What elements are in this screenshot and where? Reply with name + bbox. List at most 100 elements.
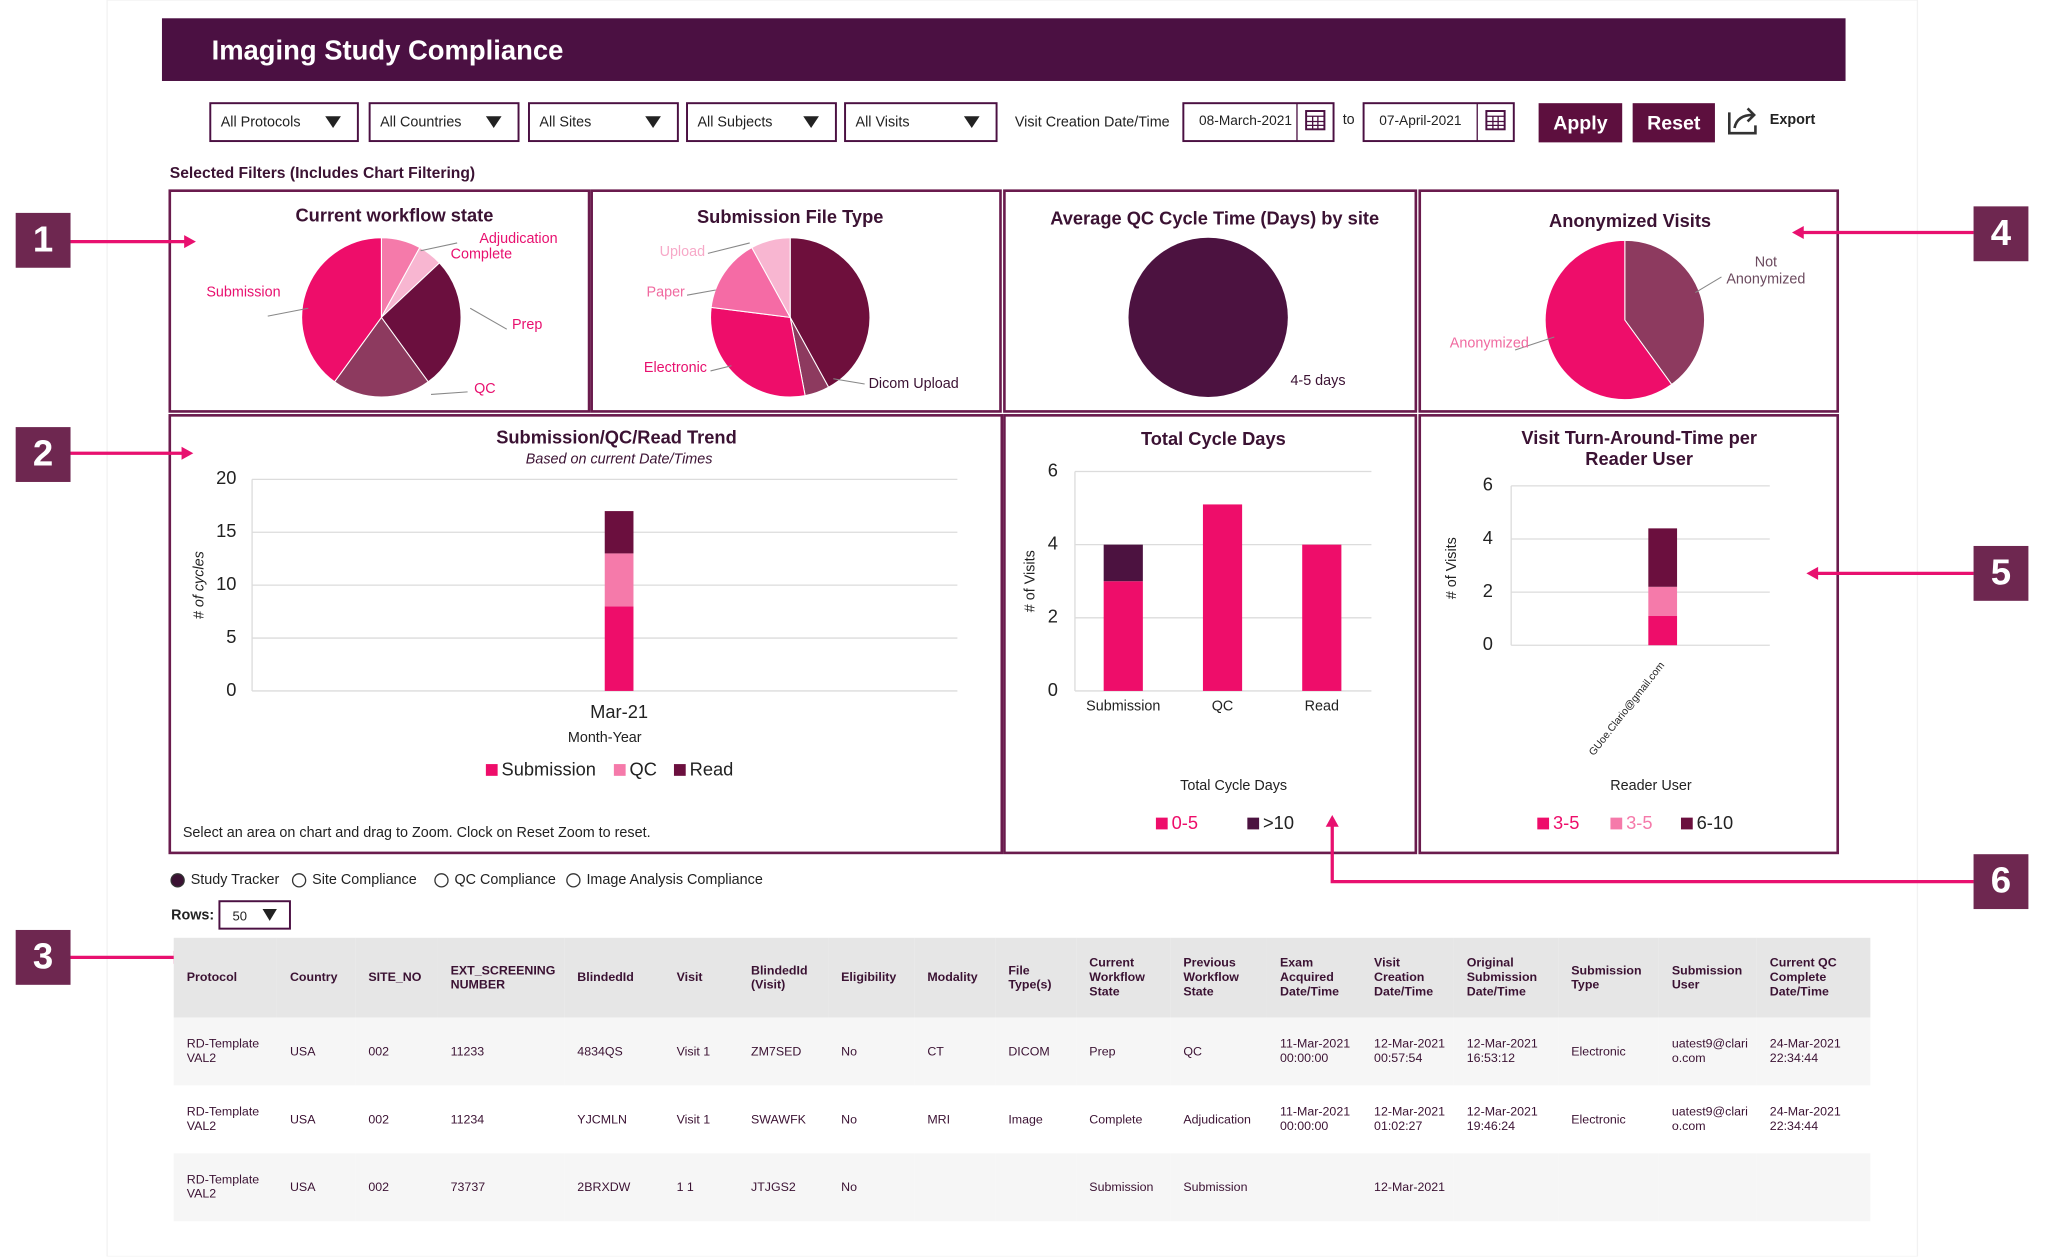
pie-slice — [333, 316, 429, 398]
legend-swatch[interactable] — [1247, 817, 1260, 830]
table-cell: 24-Mar-2021 22:34:44 — [1756, 1085, 1871, 1154]
filter-dropdown[interactable] — [527, 102, 679, 143]
legend-swatch[interactable] — [1610, 817, 1623, 830]
column-header: Visit Creation Date/Time — [1360, 937, 1454, 1018]
x-axis-title: Reader User — [1610, 778, 1692, 794]
leader-line — [267, 307, 309, 317]
legend-swatch[interactable] — [1680, 817, 1693, 830]
rows-value[interactable]: 50 — [232, 908, 247, 923]
table-cell — [1658, 1153, 1757, 1222]
table-cell: RD-Template VAL2 — [173, 1153, 277, 1222]
table-cell: 73737 — [437, 1153, 565, 1222]
button-label[interactable]: Apply — [1553, 112, 1607, 134]
arrow-head — [181, 446, 194, 460]
radio-button[interactable] — [434, 873, 449, 888]
button[interactable] — [1538, 103, 1623, 143]
table-cell — [995, 1153, 1077, 1222]
radio-button[interactable] — [566, 873, 581, 888]
table-cell — [914, 1153, 996, 1222]
date-value: 08-March-2021 — [1199, 113, 1292, 128]
table-cell: MRI — [914, 1085, 996, 1154]
legend-label[interactable]: >10 — [1263, 812, 1294, 833]
table-cell: QC — [1170, 1017, 1267, 1086]
chart-title: Visit Turn-Around-Time per Reader User — [1521, 427, 1758, 469]
y-tick-label: 15 — [216, 520, 236, 541]
legend-label[interactable]: Read — [690, 758, 734, 779]
legend-swatch[interactable] — [673, 764, 686, 776]
radio-button[interactable] — [291, 873, 307, 888]
export-icon[interactable] — [1727, 107, 1757, 135]
y-tick-label: 10 — [216, 573, 236, 594]
table-cell: 002 — [355, 1017, 438, 1086]
table-cell: 1 1 — [663, 1153, 738, 1222]
radio-button[interactable] — [170, 873, 185, 888]
legend-label[interactable]: 3-5 — [1553, 812, 1579, 833]
rows-label: Rows: — [171, 907, 214, 923]
table-cell: 12-Mar-2021 01:02:27 — [1360, 1085, 1454, 1154]
study-table: Protocol Country SITE_NO EXT_SCREENING NUMB… — [173, 937, 1871, 1222]
leader-line — [707, 242, 750, 254]
arrow-head — [1806, 566, 1819, 580]
table-cell: JTJGS2 — [737, 1153, 829, 1222]
radio-label[interactable]: Study Tracker — [191, 872, 280, 888]
bar-segment — [1648, 586, 1678, 617]
legend-label[interactable]: 6-10 — [1697, 812, 1734, 833]
bar-segment — [1202, 504, 1243, 691]
x-tick-label: QC — [1212, 698, 1234, 714]
column-header: Exam Acquired Date/Time — [1266, 937, 1361, 1018]
table-cell: 12-Mar-2021 16:53:12 — [1453, 1017, 1559, 1086]
table-cell: Image — [995, 1085, 1077, 1154]
table-cell: 11233 — [437, 1017, 565, 1086]
radio-label[interactable]: Image Analysis Compliance — [586, 872, 762, 888]
table-cell: uatest9@clario.com — [1658, 1017, 1757, 1086]
column-header: Previous Workflow State — [1170, 937, 1267, 1018]
radio-label[interactable]: Site Compliance — [312, 872, 417, 888]
legend-label[interactable]: QC — [630, 758, 657, 779]
arrow-head — [184, 235, 196, 249]
table-cell: RD-Template VAL2 — [173, 1017, 277, 1086]
legend-swatch[interactable] — [1537, 817, 1550, 830]
button[interactable] — [1632, 103, 1715, 143]
table-cell: 12-Mar-2021 00:57:54 — [1360, 1017, 1454, 1086]
column-header: Modality — [914, 937, 996, 1018]
legend-label[interactable]: 0-5 — [1172, 812, 1198, 833]
legend-swatch[interactable] — [1155, 817, 1168, 830]
table-cell: DICOM — [995, 1017, 1077, 1086]
dropdown-arrow — [963, 116, 980, 128]
calendar-icon[interactable] — [1485, 110, 1506, 131]
export-label[interactable]: Export — [1770, 112, 1816, 128]
y-axis-title: # of cycles — [192, 551, 208, 619]
legend-swatch[interactable] — [485, 764, 498, 776]
table-cell: Complete — [1076, 1085, 1171, 1154]
y-axis-title: # of Visits — [1444, 537, 1460, 599]
y-tick-label: 0 — [1048, 679, 1058, 700]
pie-slice — [301, 237, 382, 383]
legend-label[interactable]: Submission — [502, 758, 596, 779]
pie-label: Dicom Upload — [869, 376, 959, 392]
bar-segment — [1103, 581, 1143, 691]
legend-label[interactable]: 3-5 — [1626, 812, 1652, 833]
table-cell: SWAWFK — [737, 1085, 829, 1154]
chart-panel — [1003, 414, 1418, 855]
callout-number: 3 — [33, 935, 53, 976]
table-cell: No — [828, 1085, 915, 1154]
header-row: Protocol Country SITE_NO EXT_SCREENING NUMB… — [173, 937, 1871, 1018]
column-header: EXT_SCREENING NUMBER — [437, 937, 565, 1018]
table-cell: No — [828, 1017, 915, 1086]
button-label[interactable]: Reset — [1647, 112, 1701, 134]
column-header: File Type(s) — [995, 937, 1077, 1018]
legend-swatch[interactable] — [613, 764, 626, 776]
chart-panel — [168, 189, 591, 413]
callout-number: 1 — [33, 218, 53, 259]
pie-label: Submission — [206, 284, 280, 300]
table-cell: 4834QS — [564, 1017, 664, 1086]
table-cell: USA — [276, 1017, 356, 1086]
y-tick-label: 4 — [1483, 527, 1493, 548]
rows-select[interactable] — [218, 900, 291, 930]
bar-segment — [1302, 544, 1342, 691]
calendar-icon[interactable] — [1305, 110, 1326, 131]
radio-label[interactable]: QC Compliance — [455, 872, 556, 888]
chart-title: Anonymized Visits — [1549, 210, 1711, 231]
